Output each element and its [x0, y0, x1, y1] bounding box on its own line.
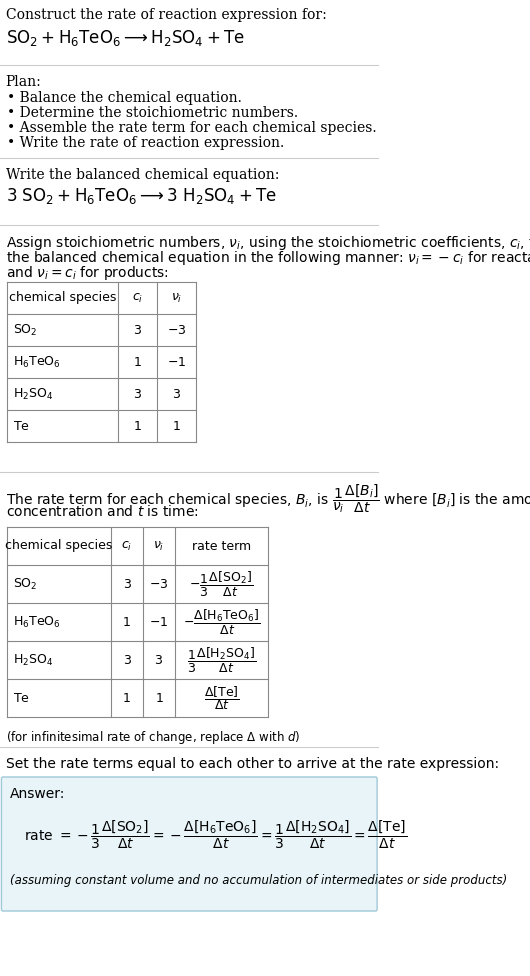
Text: chemical species: chemical species: [5, 540, 112, 552]
Text: $\mathrm{H_2SO_4}$: $\mathrm{H_2SO_4}$: [13, 652, 53, 668]
Text: 1: 1: [134, 355, 142, 369]
Text: $\nu_i$: $\nu_i$: [171, 292, 182, 305]
Text: chemical species: chemical species: [9, 292, 116, 305]
Text: $\dfrac{1}{3}\dfrac{\Delta[\mathrm{H_2SO_4}]}{\Delta t}$: $\dfrac{1}{3}\dfrac{\Delta[\mathrm{H_2SO…: [187, 645, 256, 674]
Text: 3: 3: [123, 578, 131, 590]
Text: the balanced chemical equation in the following manner: $\nu_i = -c_i$ for react: the balanced chemical equation in the fo…: [6, 249, 530, 267]
Text: $\mathrm{SO_2}$: $\mathrm{SO_2}$: [13, 577, 37, 591]
Text: • Balance the chemical equation.: • Balance the chemical equation.: [7, 91, 242, 105]
Text: $\dfrac{\Delta[\mathrm{Te}]}{\Delta t}$: $\dfrac{\Delta[\mathrm{Te}]}{\Delta t}$: [204, 684, 239, 712]
Text: $\mathrm{SO_2 + H_6TeO_6 \longrightarrow H_2SO_4 + Te}$: $\mathrm{SO_2 + H_6TeO_6 \longrightarrow…: [6, 28, 244, 48]
Text: $1$: $1$: [155, 692, 163, 705]
Text: $\mathrm{H_6TeO_6}$: $\mathrm{H_6TeO_6}$: [13, 354, 60, 370]
Text: $-3$: $-3$: [149, 578, 169, 590]
Text: The rate term for each chemical species, $B_i$, is $\dfrac{1}{\nu_i}\dfrac{\Delt: The rate term for each chemical species,…: [6, 482, 530, 514]
Text: $-1$: $-1$: [149, 616, 169, 629]
Text: $c_i$: $c_i$: [121, 540, 132, 552]
Text: $1$: $1$: [172, 420, 181, 432]
Text: 1: 1: [123, 616, 131, 629]
Text: rate $= -\dfrac{1}{3}\dfrac{\Delta[\mathrm{SO_2}]}{\Delta t} = -\dfrac{\Delta[\m: rate $= -\dfrac{1}{3}\dfrac{\Delta[\math…: [24, 819, 408, 851]
Text: Construct the rate of reaction expression for:: Construct the rate of reaction expressio…: [6, 8, 326, 22]
Text: $3$: $3$: [172, 387, 181, 400]
Text: (for infinitesimal rate of change, replace $\Delta$ with $d$): (for infinitesimal rate of change, repla…: [6, 729, 300, 746]
Text: 1: 1: [123, 692, 131, 705]
Text: Assign stoichiometric numbers, $\nu_i$, using the stoichiometric coefficients, $: Assign stoichiometric numbers, $\nu_i$, …: [6, 234, 530, 252]
Text: $\mathrm{SO_2}$: $\mathrm{SO_2}$: [13, 322, 37, 338]
Text: $\mathrm{H_2SO_4}$: $\mathrm{H_2SO_4}$: [13, 386, 53, 401]
Text: $\mathrm{3\ SO_2 + H_6TeO_6 \longrightarrow 3\ H_2SO_4 + Te}$: $\mathrm{3\ SO_2 + H_6TeO_6 \longrightar…: [6, 186, 277, 206]
Text: 1: 1: [134, 420, 142, 432]
Text: Set the rate terms equal to each other to arrive at the rate expression:: Set the rate terms equal to each other t…: [6, 757, 499, 771]
Text: concentration and $t$ is time:: concentration and $t$ is time:: [6, 504, 198, 519]
Text: $\mathrm{Te}$: $\mathrm{Te}$: [13, 692, 30, 705]
Text: 3: 3: [134, 323, 142, 337]
Text: Answer:: Answer:: [10, 787, 65, 801]
Text: rate term: rate term: [192, 540, 251, 552]
FancyBboxPatch shape: [2, 777, 377, 911]
Text: (assuming constant volume and no accumulation of intermediates or side products): (assuming constant volume and no accumul…: [10, 874, 507, 887]
Text: • Write the rate of reaction expression.: • Write the rate of reaction expression.: [7, 136, 285, 150]
Text: $3$: $3$: [154, 654, 163, 667]
Text: and $\nu_i = c_i$ for products:: and $\nu_i = c_i$ for products:: [6, 264, 169, 282]
Text: $-1$: $-1$: [167, 355, 187, 369]
Text: $\mathrm{H_6TeO_6}$: $\mathrm{H_6TeO_6}$: [13, 615, 60, 630]
Text: • Determine the stoichiometric numbers.: • Determine the stoichiometric numbers.: [7, 106, 298, 120]
Text: 3: 3: [123, 654, 131, 667]
Text: $c_i$: $c_i$: [132, 292, 143, 305]
Text: $-3$: $-3$: [167, 323, 187, 337]
Text: Write the balanced chemical equation:: Write the balanced chemical equation:: [6, 168, 279, 182]
Text: $\mathrm{Te}$: $\mathrm{Te}$: [13, 420, 30, 432]
Text: Plan:: Plan:: [6, 75, 41, 89]
Text: $\nu_i$: $\nu_i$: [153, 540, 165, 552]
Text: 3: 3: [134, 387, 142, 400]
Text: $-\dfrac{\Delta[\mathrm{H_6TeO_6}]}{\Delta t}$: $-\dfrac{\Delta[\mathrm{H_6TeO_6}]}{\Del…: [183, 607, 260, 636]
Text: $-\dfrac{1}{3}\dfrac{\Delta[\mathrm{SO_2}]}{\Delta t}$: $-\dfrac{1}{3}\dfrac{\Delta[\mathrm{SO_2…: [189, 570, 253, 598]
Text: • Assemble the rate term for each chemical species.: • Assemble the rate term for each chemic…: [7, 121, 377, 135]
